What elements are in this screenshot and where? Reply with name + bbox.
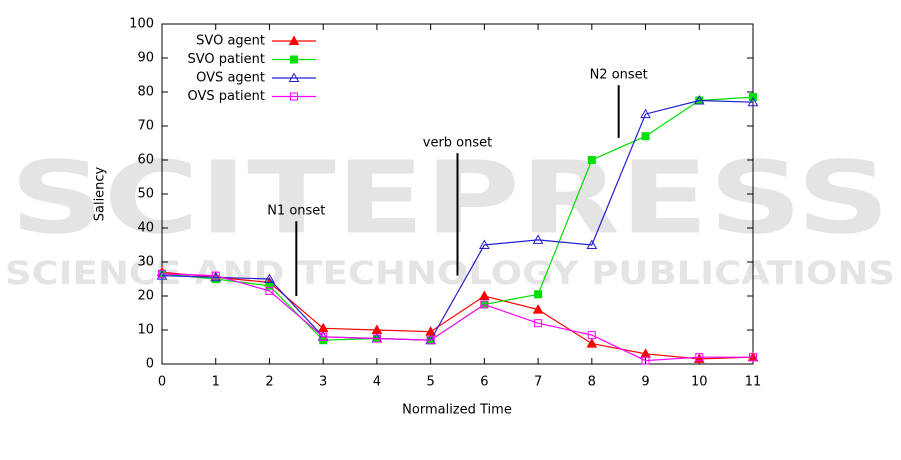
x-tick-label: 6 bbox=[480, 375, 488, 390]
point bbox=[532, 234, 544, 244]
legend-label: SVO agent bbox=[196, 34, 265, 49]
point bbox=[319, 332, 328, 341]
x-tick-label: 1 bbox=[212, 375, 220, 390]
point bbox=[532, 304, 544, 314]
point bbox=[265, 281, 274, 290]
point bbox=[372, 334, 381, 343]
legend-marker bbox=[290, 92, 298, 101]
y-tick-label: 30 bbox=[137, 255, 154, 270]
point bbox=[587, 156, 596, 164]
y-tick-label: 80 bbox=[137, 85, 154, 100]
point bbox=[211, 271, 220, 280]
point bbox=[641, 132, 650, 141]
legend-marker bbox=[288, 72, 300, 82]
legend-marker bbox=[290, 55, 298, 64]
x-tick-label: 7 bbox=[534, 375, 542, 390]
y-tick-label: 50 bbox=[137, 187, 154, 202]
x-tick-label: 8 bbox=[588, 375, 596, 390]
legend-label: OVS agent bbox=[196, 71, 265, 86]
x-tick-label: 9 bbox=[641, 375, 649, 390]
point bbox=[480, 300, 489, 309]
point bbox=[479, 290, 490, 300]
point bbox=[640, 108, 651, 119]
point bbox=[693, 94, 705, 105]
x-tick-label: 2 bbox=[265, 375, 273, 390]
annotation: N1 onset bbox=[267, 204, 325, 219]
point bbox=[586, 239, 598, 249]
x-tick-label: 10 bbox=[691, 375, 708, 390]
y-axis-label: Saliency bbox=[93, 166, 108, 221]
point bbox=[587, 331, 596, 340]
point bbox=[695, 353, 704, 362]
x-tick-label: 4 bbox=[373, 375, 381, 390]
legend-label: OVS patient bbox=[187, 89, 265, 104]
point bbox=[534, 319, 543, 328]
annotation: verb onset bbox=[423, 136, 492, 151]
y-tick-label: 90 bbox=[137, 51, 154, 66]
y-tick-label: 20 bbox=[137, 289, 154, 304]
watermark-title: SCITEPRESS bbox=[10, 139, 890, 256]
y-tick-label: 40 bbox=[137, 221, 154, 236]
point bbox=[426, 336, 435, 345]
point bbox=[265, 286, 274, 295]
x-tick-label: 0 bbox=[158, 375, 166, 390]
series-line bbox=[161, 99, 754, 341]
point bbox=[264, 273, 275, 283]
y-tick-label: 10 bbox=[137, 323, 154, 338]
y-tick-label: 100 bbox=[129, 17, 154, 32]
x-tick-label: 3 bbox=[319, 375, 327, 390]
x-tick-label: 5 bbox=[426, 375, 434, 390]
point bbox=[534, 290, 543, 299]
point bbox=[158, 269, 166, 278]
point bbox=[641, 356, 650, 365]
series-line bbox=[161, 273, 753, 362]
series-line bbox=[161, 271, 754, 360]
x-tick-label: 11 bbox=[745, 375, 762, 390]
y-tick-label: 60 bbox=[137, 153, 154, 168]
y-tick-label: 0 bbox=[146, 357, 154, 372]
legend-marker bbox=[288, 35, 300, 45]
watermark-subtitle: SCIENCE AND TECHNOLOGY PUBLICATIONS bbox=[5, 254, 895, 292]
legend-label: SVO patient bbox=[187, 52, 265, 67]
annotation: N2 onset bbox=[590, 68, 648, 83]
point bbox=[586, 338, 598, 348]
point bbox=[156, 270, 168, 280]
x-axis-label: Normalized Time bbox=[402, 403, 512, 418]
point bbox=[479, 239, 490, 249]
point bbox=[749, 353, 757, 362]
point bbox=[747, 96, 759, 107]
y-tick-label: 70 bbox=[137, 119, 154, 134]
